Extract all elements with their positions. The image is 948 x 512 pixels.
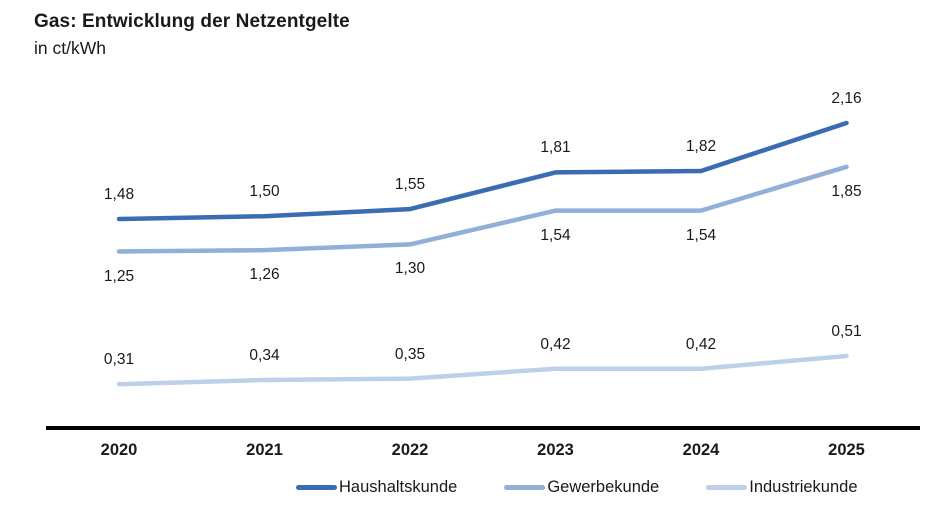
data-label: 0,42 bbox=[685, 335, 717, 353]
x-axis-label: 2025 bbox=[828, 441, 865, 459]
data-label: 1,81 bbox=[540, 139, 571, 157]
legend-item-haushaltskunde: Haushaltskunde bbox=[296, 478, 457, 497]
x-axis-label: 2020 bbox=[100, 441, 138, 459]
data-label: 1,82 bbox=[685, 138, 717, 156]
legend-label-gewerbekunde: Gewerbekunde bbox=[547, 478, 660, 496]
legend-item-industriekunde: Industriekunde bbox=[706, 478, 858, 497]
x-axis-label: 2023 bbox=[537, 441, 574, 459]
data-label: 1,25 bbox=[103, 267, 135, 285]
data-label: 0,31 bbox=[103, 351, 135, 369]
x-axis-label: 2024 bbox=[682, 441, 720, 459]
x-axis-label: 2021 bbox=[246, 441, 283, 459]
chart-title: Gas: Entwicklung der Netzentgelte bbox=[34, 11, 350, 32]
data-label: 1,54 bbox=[540, 226, 571, 244]
legend-item-gewerbekunde: Gewerbekunde bbox=[504, 478, 659, 497]
legend: Haushaltskunde Gewerbekunde Industriekun… bbox=[296, 478, 858, 497]
chart-unit-label: in ct/kWh bbox=[34, 38, 106, 58]
data-label: 2,16 bbox=[831, 90, 862, 107]
data-label: 1,85 bbox=[831, 182, 862, 200]
data-label: 1,50 bbox=[249, 183, 280, 201]
gewerbekunde-line-swatch-icon bbox=[504, 485, 546, 490]
data-label: 0,34 bbox=[249, 346, 280, 364]
data-label: 0,51 bbox=[831, 322, 862, 340]
series-line-gewerbekunde bbox=[116, 164, 849, 254]
legend-label-haushaltskunde: Haushaltskunde bbox=[339, 478, 458, 496]
x-axis-label: 2022 bbox=[391, 441, 429, 459]
industriekunde-line-swatch-icon bbox=[706, 485, 748, 490]
data-label: 1,26 bbox=[249, 266, 280, 284]
legend-label-industriekunde: Industriekunde bbox=[749, 478, 858, 496]
data-label: 0,42 bbox=[540, 335, 571, 353]
series-line-industriekunde bbox=[116, 353, 849, 387]
data-label: 1,55 bbox=[394, 176, 426, 194]
data-label: 1,48 bbox=[103, 186, 135, 204]
data-label: 0,35 bbox=[394, 345, 426, 363]
series-line-haushaltskunde bbox=[116, 120, 849, 222]
haushaltskunde-line-swatch-icon bbox=[296, 485, 337, 490]
data-label: 1,30 bbox=[394, 260, 426, 278]
x-axis-line bbox=[46, 426, 920, 430]
data-label: 1,54 bbox=[685, 226, 717, 244]
